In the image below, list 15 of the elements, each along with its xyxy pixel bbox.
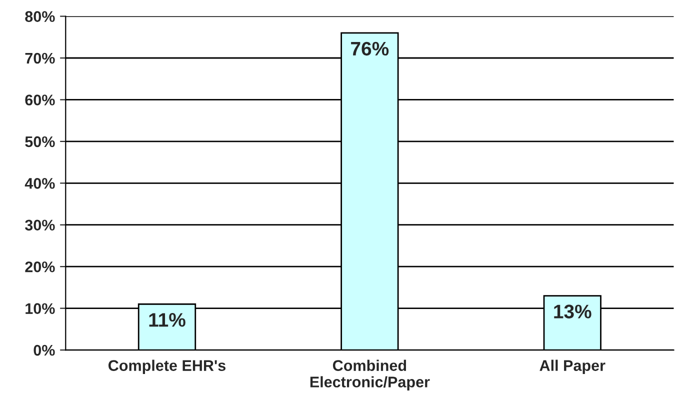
- data-label: 76%: [351, 42, 389, 56]
- y-tick-label: 40%: [24, 178, 55, 189]
- data-label: 13%: [554, 304, 592, 318]
- y-tick-label: 0%: [34, 344, 55, 356]
- y-tick-label: 30%: [25, 220, 55, 231]
- y-tick-label: 80%: [25, 11, 55, 22]
- y-tick-label: 20%: [25, 261, 55, 272]
- x-tick-label: Complete EHR's: [108, 360, 226, 374]
- y-tick-label: 50%: [25, 136, 55, 148]
- x-tick-label: Combined Electronic/Paper: [310, 360, 430, 390]
- y-tick-label: 70%: [25, 52, 55, 64]
- data-label: 11%: [149, 313, 186, 327]
- y-tick-label: 10%: [26, 303, 55, 314]
- y-tick-label: 60%: [25, 94, 55, 106]
- x-tick-label: All Paper: [540, 360, 606, 374]
